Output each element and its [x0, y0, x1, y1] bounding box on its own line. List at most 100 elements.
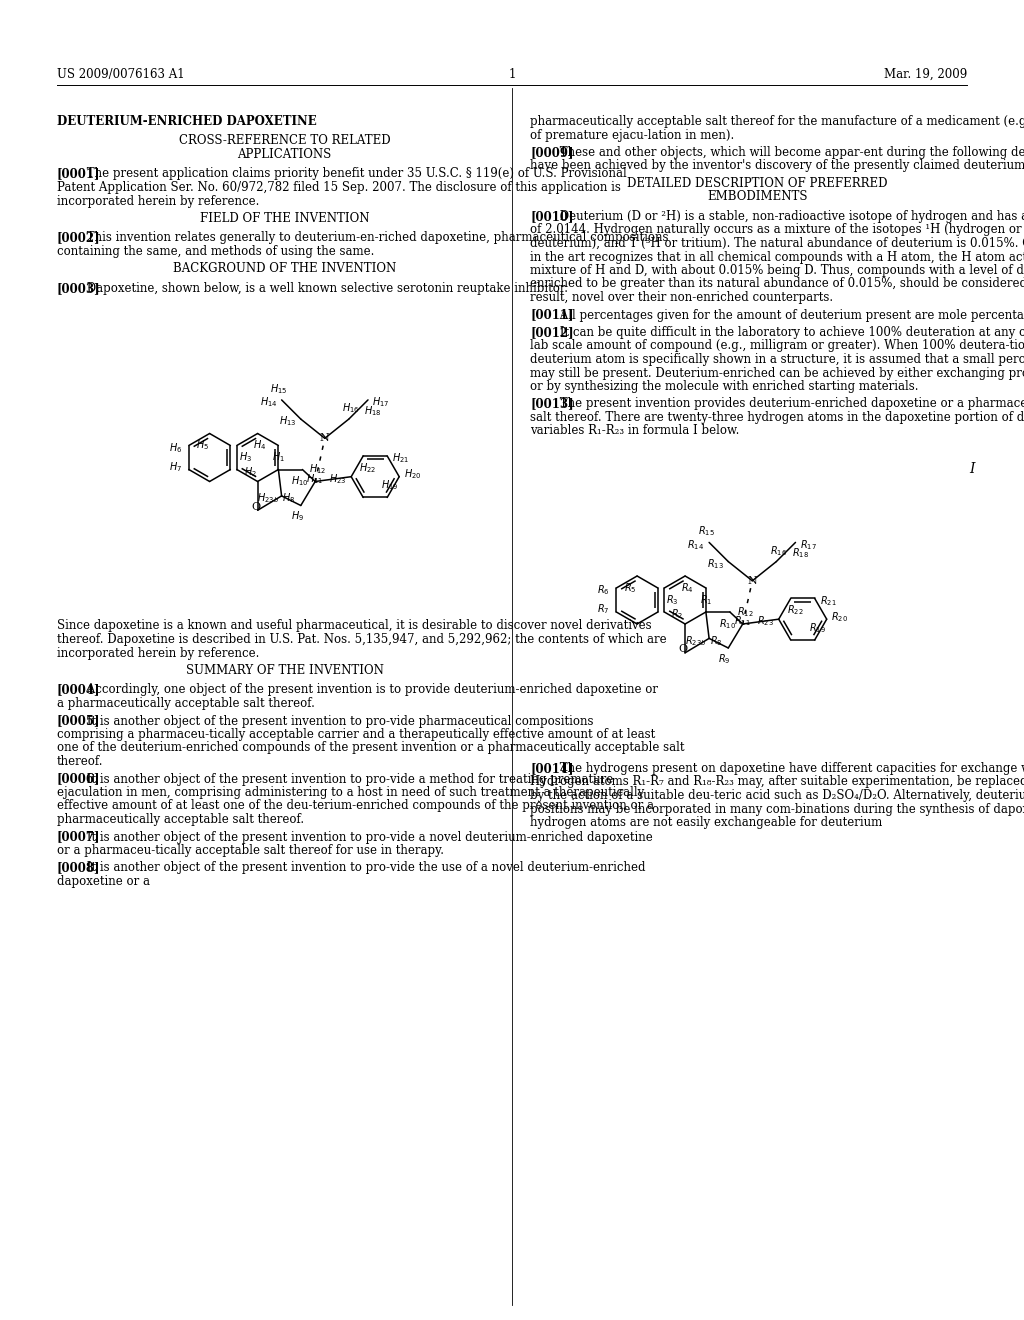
- Text: [0008]: [0008]: [57, 862, 100, 874]
- Text: Mar. 19, 2009: Mar. 19, 2009: [884, 69, 967, 81]
- Text: Dapoxetine, shown below, is a well known selective serotonin reuptake inhibitor.: Dapoxetine, shown below, is a well known…: [83, 282, 567, 294]
- Text: N: N: [748, 576, 757, 586]
- Text: $H_{6}$: $H_{6}$: [169, 441, 182, 455]
- Text: $R_{13}$: $R_{13}$: [707, 557, 724, 570]
- Text: $R_{10}$: $R_{10}$: [719, 618, 736, 631]
- Text: [0001]: [0001]: [57, 168, 100, 181]
- Text: $R_{20}$: $R_{20}$: [831, 610, 849, 624]
- Text: [0002]: [0002]: [57, 231, 100, 244]
- Text: It is another object of the present invention to pro­vide a method for treating : It is another object of the present inve…: [83, 772, 613, 785]
- Text: FIELD OF THE INVENTION: FIELD OF THE INVENTION: [200, 213, 370, 224]
- Text: have been achieved by the inventor's discovery of the presently claimed deuteriu: have been achieved by the inventor's dis…: [530, 160, 1024, 173]
- Text: hydrogen atoms are not easily exchangeable for deuterium: hydrogen atoms are not easily exchangeab…: [530, 816, 883, 829]
- Text: [0005]: [0005]: [57, 714, 100, 727]
- Text: $H_{3}$: $H_{3}$: [239, 450, 252, 465]
- Text: thereof. Dapoxetine is described in U.S. Pat. Nos. 5,135,947, and 5,292,962; the: thereof. Dapoxetine is described in U.S.…: [57, 634, 667, 645]
- Text: Deuterium (D or ²H) is a stable, non-radioactive isotope of hydrogen and has an : Deuterium (D or ²H) is a stable, non-rad…: [556, 210, 1024, 223]
- Text: result, novel over their non­enriched counterparts.: result, novel over their non­enriched co…: [530, 290, 834, 304]
- Text: SUMMARY OF THE INVENTION: SUMMARY OF THE INVENTION: [185, 664, 383, 677]
- Text: It is another object of the present invention to pro­vide the use of a novel deu: It is another object of the present inve…: [83, 862, 645, 874]
- Text: positions may be incorporated in many com­binations during the synthesis of dapo: positions may be incorporated in many co…: [530, 803, 1024, 816]
- Text: $R_{19}$: $R_{19}$: [809, 622, 825, 635]
- Text: It can be quite difficult in the laboratory to achieve 100% deuteration at any o: It can be quite difficult in the laborat…: [556, 326, 1024, 339]
- Text: These and other objects, which will become appar­ent during the following detail: These and other objects, which will beco…: [556, 147, 1024, 158]
- Text: $R_{16}$: $R_{16}$: [770, 544, 787, 557]
- Text: $H_{11}$: $H_{11}$: [306, 473, 323, 486]
- Text: of premature ejacu­lation in men).: of premature ejacu­lation in men).: [530, 128, 734, 141]
- Text: $H_{15}$: $H_{15}$: [270, 383, 288, 396]
- Text: of 2.0144. Hydrogen naturally occurs as a mixture of the isotopes ¹H (hydrogen o: of 2.0144. Hydrogen naturally occurs as …: [530, 223, 1024, 236]
- Text: [0012]: [0012]: [530, 326, 573, 339]
- Text: $H_{1}$: $H_{1}$: [272, 450, 285, 465]
- Text: [0009]: [0009]: [530, 147, 573, 158]
- Text: salt thereof. There are twenty-three hydrogen atoms in the dapoxetine portion of: salt thereof. There are twenty-three hyd…: [530, 411, 1024, 424]
- Text: Since dapoxetine is a known and useful pharmaceutical, it is desirable to discov: Since dapoxetine is a known and useful p…: [57, 619, 651, 632]
- Text: The hydrogens present on dapoxetine have different capacities for exchange with : The hydrogens present on dapoxetine have…: [556, 762, 1024, 775]
- Text: ejaculation in men, comprising administering to a host in need of such treatment: ejaculation in men, comprising administe…: [57, 785, 644, 799]
- Text: $H_{10}$: $H_{10}$: [291, 475, 309, 488]
- Text: It is another object of the present invention to pro­vide pharmaceutical composi: It is another object of the present inve…: [83, 714, 593, 727]
- Text: 1: 1: [508, 69, 516, 81]
- Text: incorporated herein by reference.: incorporated herein by reference.: [57, 194, 259, 207]
- Text: comprising a pharmaceu­tically acceptable carrier and a therapeutically effectiv: comprising a pharmaceu­tically acceptabl…: [57, 729, 655, 741]
- Text: $R_{8}$: $R_{8}$: [710, 634, 723, 648]
- Text: $R_{17}$: $R_{17}$: [801, 539, 817, 552]
- Text: EMBODIMENTS: EMBODIMENTS: [708, 190, 808, 203]
- Text: pharmaceutically acceptable salt thereof for the manufacture of a medicament (e.: pharmaceutically acceptable salt thereof…: [530, 115, 1024, 128]
- Text: $H_{19}$: $H_{19}$: [381, 479, 398, 492]
- Text: [0014]: [0014]: [530, 762, 573, 775]
- Text: Accordingly, one object of the present invention is to provide deuterium-enriche: Accordingly, one object of the present i…: [83, 684, 657, 697]
- Text: $H_{2}$: $H_{2}$: [244, 465, 256, 479]
- Text: or by synthesizing the molecule with enriched starting materials.: or by synthesizing the molecule with enr…: [530, 380, 919, 393]
- Text: $H_{21}$: $H_{21}$: [392, 451, 409, 465]
- Text: in the art recognizes that in all chemical compounds with a H atom, the H atom a: in the art recognizes that in all chemic…: [530, 251, 1024, 264]
- Text: [0004]: [0004]: [57, 684, 100, 697]
- Text: pharmaceutically acceptable salt thereof.: pharmaceutically acceptable salt thereof…: [57, 813, 304, 826]
- Text: $H_{18}$: $H_{18}$: [364, 404, 382, 417]
- Text: [0007]: [0007]: [57, 830, 100, 843]
- Text: The present application claims priority benefit under 35 U.S.C. § 119(e) of U.S.: The present application claims priority …: [83, 168, 627, 181]
- Text: enriched to be greater than its natural abundance of 0.015%, should be considere: enriched to be greater than its natural …: [530, 277, 1024, 290]
- Text: N: N: [319, 433, 330, 444]
- Text: Hydrogen atoms R₁-R₇ and R₁₈-R₂₃ may, after suitable experimentation, be replace: Hydrogen atoms R₁-R₇ and R₁₈-R₂₃ may, af…: [530, 776, 1024, 788]
- Text: $H_{23}$: $H_{23}$: [330, 473, 347, 486]
- Text: variables R₁-R₂₃ in formula I below.: variables R₁-R₂₃ in formula I below.: [530, 425, 739, 437]
- Text: $H_{16}$: $H_{16}$: [342, 401, 360, 416]
- Text: Patent Application Ser. No. 60/972,782 filed 15 Sep. 2007. The disclosure of thi: Patent Application Ser. No. 60/972,782 f…: [57, 181, 621, 194]
- Text: $H_{17}$: $H_{17}$: [373, 396, 390, 409]
- Text: $H_{12}$: $H_{12}$: [309, 462, 327, 477]
- Text: dapoxetine or a: dapoxetine or a: [57, 875, 150, 888]
- Text: $R_{15}$: $R_{15}$: [698, 525, 715, 539]
- Text: $R_{2}$: $R_{2}$: [672, 607, 684, 622]
- Text: $H_{14}$: $H_{14}$: [259, 396, 278, 409]
- Text: $R_{18}$: $R_{18}$: [792, 546, 809, 560]
- Text: $H_{8}$: $H_{8}$: [283, 491, 295, 506]
- Text: deuterium atom is specifically shown in a structure, it is assumed that a small : deuterium atom is specifically shown in …: [530, 352, 1024, 366]
- Text: $R_{22}$: $R_{22}$: [787, 603, 804, 618]
- Text: O: O: [679, 644, 688, 655]
- Text: $R_{6}$: $R_{6}$: [597, 583, 609, 597]
- Text: $H_{22}$: $H_{22}$: [359, 461, 377, 475]
- Text: containing the same, and methods of using the same.: containing the same, and methods of usin…: [57, 246, 375, 257]
- Text: This invention relates generally to deuterium-en­riched dapoxetine, pharmaceutic: This invention relates generally to deut…: [83, 231, 669, 244]
- Text: $R_{9}$: $R_{9}$: [719, 652, 731, 665]
- Text: APPLICATIONS: APPLICATIONS: [238, 148, 332, 161]
- Text: [0013]: [0013]: [530, 397, 573, 411]
- Text: mixture of H and D, with about 0.015% being D. Thus, compounds with a level of d: mixture of H and D, with about 0.015% be…: [530, 264, 1024, 277]
- Text: effective amount of at least one of the deu­terium-enriched compounds of the pre: effective amount of at least one of the …: [57, 800, 654, 813]
- Text: $H_{5}$: $H_{5}$: [196, 438, 209, 453]
- Text: incorporated herein by reference.: incorporated herein by reference.: [57, 647, 259, 660]
- Text: $H_{23b}$: $H_{23b}$: [257, 491, 280, 506]
- Text: The present invention provides deuterium-enriched dapoxetine or a pharmaceutical: The present invention provides deuterium…: [556, 397, 1024, 411]
- Text: $R_{14}$: $R_{14}$: [687, 539, 705, 552]
- Text: may still be present. Deuterium-enriched can be achieved by either exchanging pr: may still be present. Deuterium-enriched…: [530, 367, 1024, 380]
- Text: a pharmaceutically acceptable salt thereof.: a pharmaceutically acceptable salt there…: [57, 697, 314, 710]
- Text: [0003]: [0003]: [57, 282, 100, 294]
- Text: $H_{4}$: $H_{4}$: [253, 438, 266, 453]
- Text: $R_{11}$: $R_{11}$: [733, 615, 751, 628]
- Text: $R_{23}$: $R_{23}$: [757, 615, 774, 628]
- Text: It is another object of the present invention to pro­vide a novel deuterium-enri: It is another object of the present inve…: [83, 830, 652, 843]
- Text: lab scale amount of compound (e.g., milligram or greater). When 100% deutera­tio: lab scale amount of compound (e.g., mill…: [530, 339, 1024, 352]
- Text: [0011]: [0011]: [530, 309, 573, 322]
- Text: or a pharmaceu­tically acceptable salt thereof for use in therapy.: or a pharmaceu­tically acceptable salt t…: [57, 843, 444, 857]
